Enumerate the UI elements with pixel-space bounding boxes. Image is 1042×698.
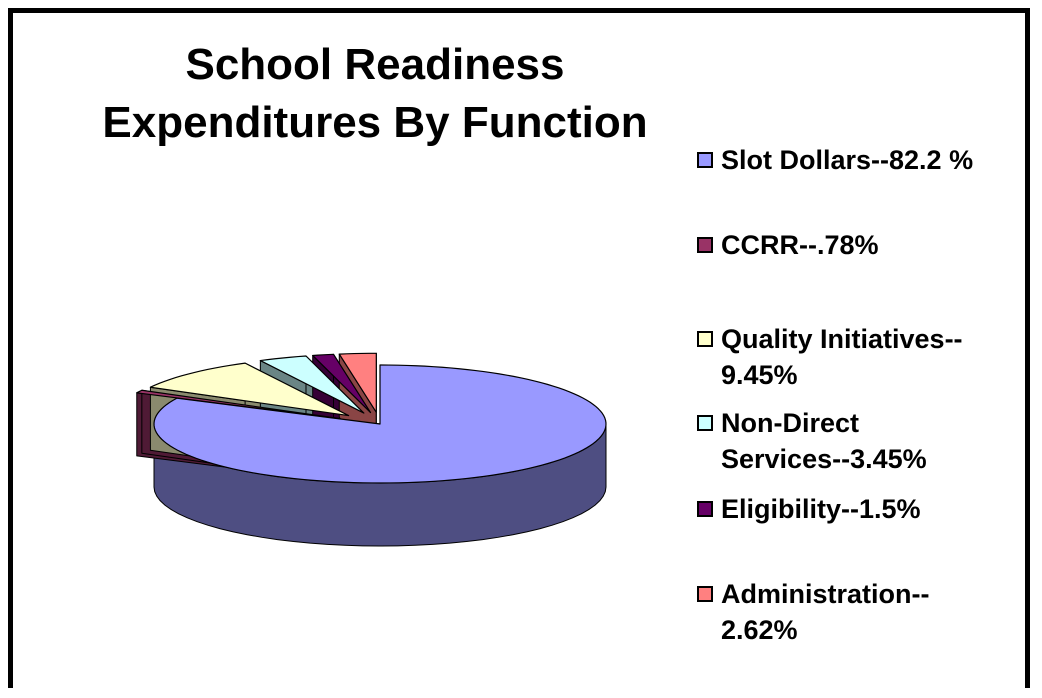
legend-item-quality-initiatives: Quality Initiatives-- 9.45%	[697, 321, 1017, 393]
legend-item-non-direct-services: Non-Direct Services--3.45%	[697, 405, 1017, 477]
legend-item-administration: Administration-- 2.62%	[697, 576, 1017, 648]
legend-item-ccrr: CCRR--.78%	[697, 227, 1017, 263]
chart-title: School Readiness Expenditures By Functio…	[40, 36, 710, 152]
pie-slice-ccrr	[136, 389, 341, 420]
pie-tops	[136, 352, 607, 484]
pie-slice-slot-dollars	[153, 364, 607, 484]
legend-swatch-quality-initiatives	[697, 331, 713, 347]
pie-slice-non-direct	[259, 355, 365, 414]
legend-label-non-direct-services: Non-Direct Services--3.45%	[721, 408, 927, 474]
legend-label-quality-initiatives: Quality Initiatives-- 9.45%	[721, 324, 963, 390]
legend-item-slot-dollars: Slot Dollars--82.2 %	[697, 142, 1017, 178]
chart-frame	[8, 8, 1030, 688]
legend-item-eligibility: Eligibility--1.5%	[697, 491, 1017, 527]
chart-title-line-2: Expenditures By Function	[102, 98, 648, 147]
legend-label-administration: Administration-- 2.62%	[721, 579, 930, 645]
legend-swatch-administration	[697, 586, 713, 602]
legend-label-eligibility: Eligibility--1.5%	[721, 494, 921, 524]
legend-swatch-slot-dollars	[697, 152, 713, 168]
legend-label-ccrr: CCRR--.78%	[721, 230, 879, 260]
legend-swatch-non-direct-services	[697, 415, 713, 431]
pie-slice-administration	[338, 352, 377, 413]
legend-label-slot-dollars: Slot Dollars--82.2 %	[721, 145, 974, 175]
pie-slice-eligibility	[312, 353, 372, 414]
chart-title-line-1: School Readiness	[185, 40, 565, 89]
legend-swatch-eligibility	[697, 501, 713, 517]
legend-swatch-ccrr	[697, 237, 713, 253]
pie-slice-quality-initiatives	[149, 362, 350, 417]
